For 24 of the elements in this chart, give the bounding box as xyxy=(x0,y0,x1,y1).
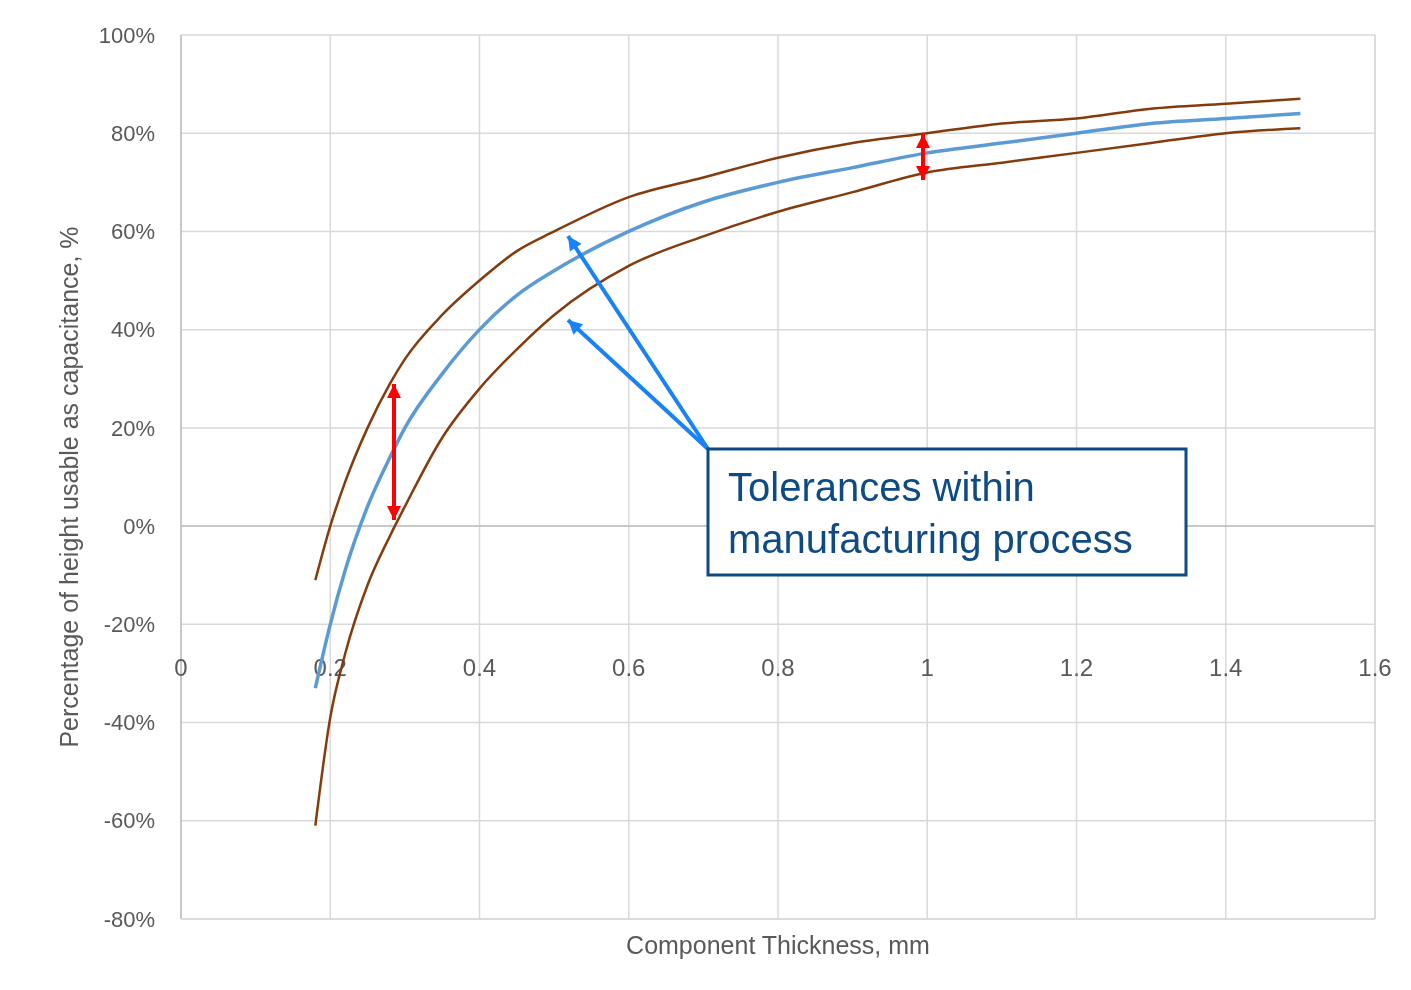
annotation: Tolerances within manufacturing process xyxy=(728,465,1133,561)
y-tick-label: -80% xyxy=(103,906,155,932)
y-tick-label: -40% xyxy=(103,710,155,736)
x-tick-label: 1.6 xyxy=(1358,654,1392,682)
line-series xyxy=(314,127,1302,827)
y-tick-label: -60% xyxy=(103,808,155,834)
y-tick-label: 40% xyxy=(110,317,155,343)
x-tick-label: 1.4 xyxy=(1209,654,1243,682)
y-axis-title: Percentage of height usable as capacitance, % xyxy=(55,226,83,748)
y-tick-label: -20% xyxy=(103,612,155,638)
y-tick-label: 0% xyxy=(123,513,155,539)
y-tick-label: 80% xyxy=(110,120,155,146)
x-axis-title: Component Thickness, mm xyxy=(626,931,930,959)
x-tick-label: 1 xyxy=(920,654,934,682)
line-series xyxy=(314,97,1302,582)
y-tick-label: 60% xyxy=(110,219,155,245)
x-tick-label: 0.6 xyxy=(612,654,646,682)
x-tick-label: 0.4 xyxy=(462,654,497,682)
x-tick-label: 0 xyxy=(174,654,188,682)
x-tick-label: 1.2 xyxy=(1059,654,1094,682)
y-tick-label: 20% xyxy=(110,415,155,441)
x-tick-label: 0.8 xyxy=(761,654,795,682)
line-series xyxy=(313,111,1303,690)
y-tick-label: 100% xyxy=(98,22,155,48)
